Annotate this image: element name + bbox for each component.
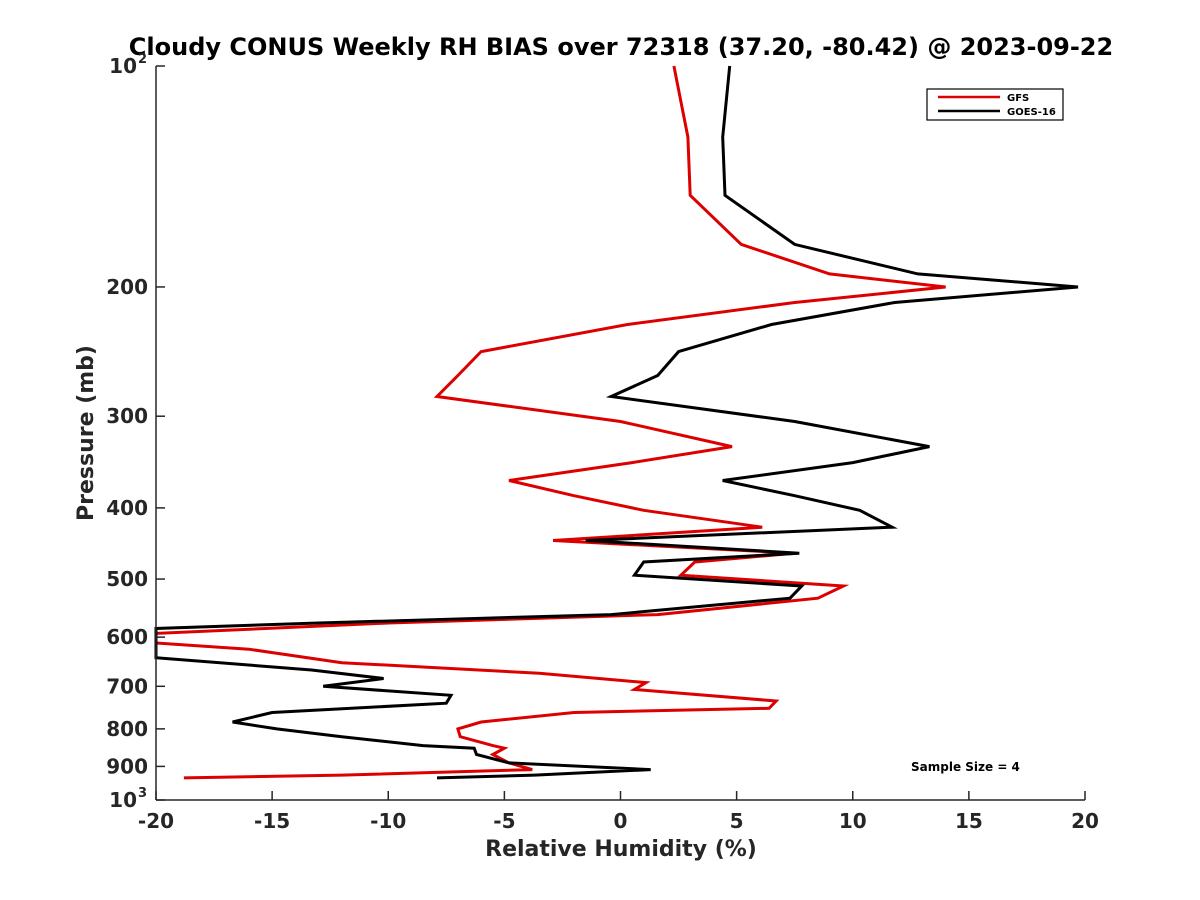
y-tick-exponent: 3 xyxy=(138,786,147,801)
y-tick-label: 500 xyxy=(106,567,148,591)
y-tick-label: 700 xyxy=(106,674,148,698)
y-tick-label: 900 xyxy=(106,754,148,778)
x-tick-label: 5 xyxy=(730,809,744,833)
x-tick-label: 20 xyxy=(1071,809,1099,833)
sample-size-annotation: Sample Size = 4 xyxy=(911,760,1020,774)
y-tick-exponent: 2 xyxy=(138,52,147,67)
series-line-goes16 xyxy=(154,65,1079,780)
y-tick-label: 800 xyxy=(106,717,148,741)
x-tick-label: -15 xyxy=(254,809,290,833)
y-axis-label: Pressure (mb) xyxy=(74,345,99,521)
x-tick-label: 0 xyxy=(614,809,628,833)
x-axis-label: Relative Humidity (%) xyxy=(485,837,757,862)
y-tick-label: 600 xyxy=(106,625,148,649)
y-tick-label: 200 xyxy=(106,275,148,299)
legend-label-goes16: GOES-16 xyxy=(1007,107,1056,118)
plot-area xyxy=(156,66,1085,800)
y-tick-label: 10 xyxy=(109,788,137,812)
y-tick-label: 300 xyxy=(106,404,148,428)
y-tick-label: 10 xyxy=(109,54,137,78)
x-ticks: -20 -15 -10 -5 0 5 10 15 20 xyxy=(138,791,1099,833)
legend: GFS GOES-16 xyxy=(926,88,1064,121)
series-layer xyxy=(154,65,1079,780)
series-line-gfs xyxy=(154,65,946,780)
legend-label-gfs: GFS xyxy=(1007,93,1029,104)
legend-box xyxy=(926,88,1064,121)
x-tick-label: -5 xyxy=(493,809,515,833)
x-tick-label: -10 xyxy=(370,809,406,833)
chart-title: Cloudy CONUS Weekly RH BIAS over 72318 (… xyxy=(129,33,1113,61)
x-tick-label: 10 xyxy=(839,809,867,833)
y-tick-label: 400 xyxy=(106,496,148,520)
x-tick-label: 15 xyxy=(955,809,983,833)
x-tick-label: -20 xyxy=(138,809,174,833)
